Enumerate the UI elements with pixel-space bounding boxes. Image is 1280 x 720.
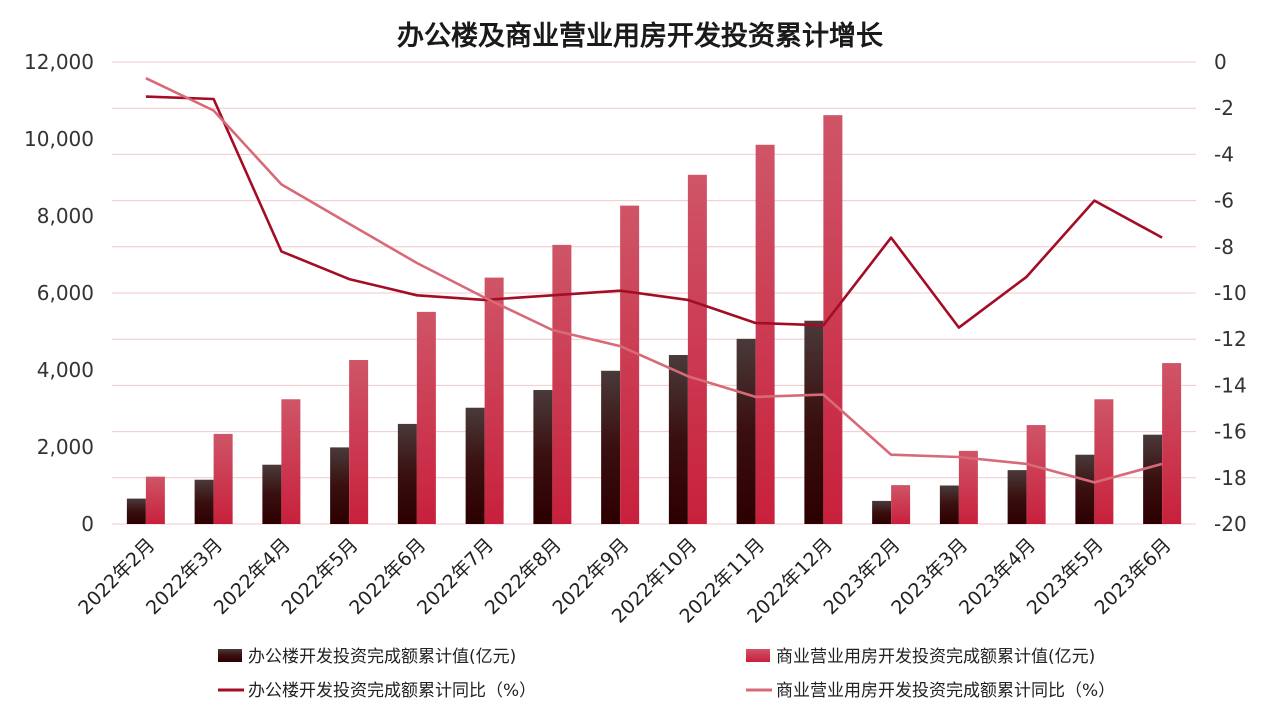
y-left-tick-label: 4,000 <box>37 358 94 382</box>
commercial-investment-bar <box>552 244 572 524</box>
office-investment-bar <box>1143 434 1163 524</box>
y-right-tick-label: -20 <box>1214 512 1247 536</box>
y-right-tick-label: -18 <box>1214 466 1247 490</box>
office-investment-bar <box>330 447 350 524</box>
office-investment-bar <box>397 423 417 524</box>
office-investment-bar <box>1007 470 1027 524</box>
commercial-investment-bar <box>145 476 165 524</box>
y-right-tick-label: -8 <box>1214 235 1234 259</box>
commercial-investment-bar <box>484 277 504 524</box>
commercial-investment-bar <box>823 115 843 524</box>
commercial-investment-bar <box>349 359 369 524</box>
y-right-tick-label: -16 <box>1214 420 1247 444</box>
y-right-tick-label: 0 <box>1214 50 1227 74</box>
office-investment-bar <box>194 479 214 524</box>
commercial-investment-bar <box>1026 425 1046 524</box>
legend-label: 办公楼开发投资完成额累计值(亿元) <box>248 647 516 667</box>
office-yoy-line <box>145 95 1163 329</box>
office-investment-bar <box>736 338 756 524</box>
y-left-tick-label: 10,000 <box>24 127 94 151</box>
office-investment-bar <box>262 464 282 524</box>
legend-label: 办公楼开发投资完成额累计同比（%） <box>248 681 536 701</box>
chart-title: 办公楼及商业营业用房开发投资累计增长 <box>397 21 883 52</box>
office-investment-bar <box>668 354 688 524</box>
legend-label: 商业营业用房开发投资完成额累计值(亿元) <box>776 647 1095 667</box>
y-right-tick-label: -12 <box>1214 327 1247 351</box>
office-investment-bar <box>1075 454 1095 524</box>
commercial-investment-bar <box>687 174 707 524</box>
office-investment-bar <box>872 500 892 524</box>
legend: 办公楼开发投资完成额累计值(亿元) 商业营业用房开发投资完成额累计值(亿元) 办公楼… <box>218 647 1115 701</box>
y-left-tick-label: 2,000 <box>37 435 94 459</box>
commercial-investment-bar <box>281 399 301 524</box>
commercial-investment-bar <box>958 450 978 524</box>
office-investment-bar <box>804 320 824 524</box>
office-investment-bar <box>601 370 621 524</box>
office-investment-bar <box>939 485 959 524</box>
commercial-investment-bar <box>1094 399 1114 524</box>
bars-layer <box>126 115 1182 525</box>
y-right-tick-label: -14 <box>1214 373 1247 397</box>
legend-swatch <box>218 649 242 662</box>
commercial-investment-bar <box>755 144 775 524</box>
commercial-yoy-line <box>145 77 1163 484</box>
y-right-tick-label: -4 <box>1214 142 1234 166</box>
y-left-tick-label: 6,000 <box>37 281 94 305</box>
legend-swatch <box>746 649 770 662</box>
commercial-investment-bar <box>1162 363 1182 524</box>
y-right-tick-label: -2 <box>1214 96 1234 120</box>
y-left-tick-label: 0 <box>81 512 94 536</box>
commercial-investment-bar <box>620 205 640 525</box>
office-investment-bar <box>126 498 146 524</box>
commercial-investment-bar <box>213 433 233 524</box>
lines-layer <box>145 77 1163 484</box>
office-investment-bar <box>465 407 485 524</box>
commercial-investment-bar <box>416 311 436 524</box>
y-right-tick-label: -6 <box>1214 189 1234 213</box>
commercial-investment-bar <box>891 485 911 524</box>
office-investment-bar <box>533 390 553 524</box>
y-right-tick-label: -10 <box>1214 281 1247 305</box>
y-left-tick-label: 8,000 <box>37 204 94 228</box>
legend-label: 商业营业用房开发投资完成额累计同比（%） <box>776 681 1115 701</box>
y-left-tick-label: 12,000 <box>24 50 94 74</box>
